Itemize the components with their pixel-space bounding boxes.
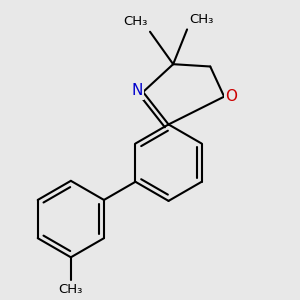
Text: O: O [225, 89, 237, 104]
Text: CH₃: CH₃ [59, 283, 83, 296]
Text: CH₃: CH₃ [123, 15, 148, 28]
Text: CH₃: CH₃ [189, 13, 214, 26]
Text: N: N [132, 83, 143, 98]
